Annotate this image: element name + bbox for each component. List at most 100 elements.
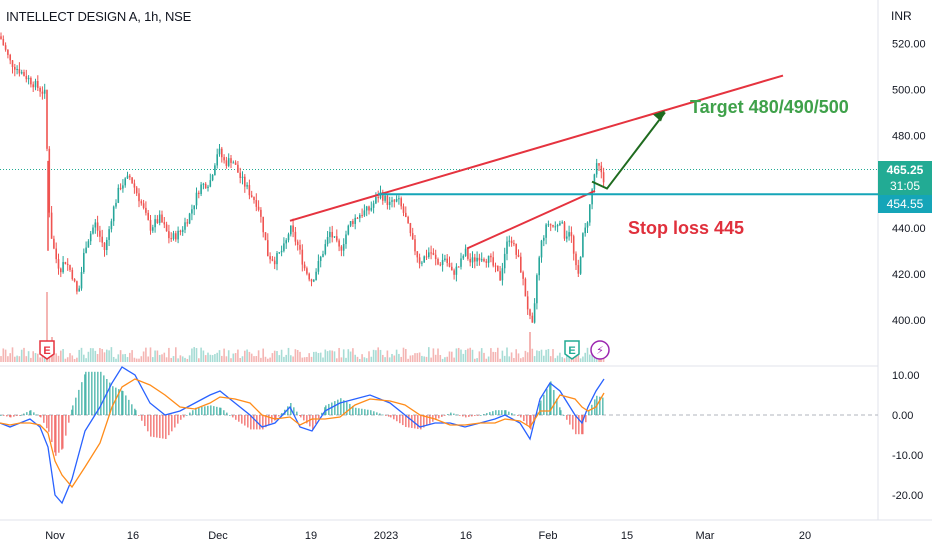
volume-bar	[9, 353, 11, 362]
macd-histogram-bar	[3, 415, 5, 416]
volume-bar	[497, 347, 499, 362]
volume-bar	[170, 357, 172, 362]
macd-histogram-bar	[393, 415, 395, 420]
volume-bar	[124, 353, 126, 362]
candle-body	[184, 222, 186, 230]
macd-histogram-bar	[508, 411, 510, 415]
macd-histogram-bar	[559, 407, 561, 415]
candle-body	[382, 192, 384, 201]
candle-body	[292, 225, 294, 232]
time-tick-label: Feb	[539, 530, 558, 542]
candle-body	[497, 265, 499, 272]
candle-body	[103, 242, 106, 250]
macd-histogram-bar	[51, 415, 53, 443]
macd-histogram-bar	[65, 415, 67, 436]
candle-body	[407, 216, 409, 224]
candle-body	[271, 259, 274, 261]
volume-bar	[140, 356, 143, 362]
candle-body	[87, 241, 90, 248]
candle-body	[469, 258, 471, 263]
macd-histogram-bar	[186, 415, 188, 416]
macd-histogram-bar	[414, 415, 416, 429]
candle-body	[138, 193, 140, 202]
macd-histogram-bar	[334, 401, 336, 415]
earnings-marker-shape	[39, 340, 55, 360]
macd-histogram-bar	[489, 412, 491, 415]
volume-bar	[89, 348, 92, 362]
volume-bar	[39, 357, 41, 362]
candle-body	[552, 224, 554, 227]
macd-histogram-bar	[533, 415, 535, 421]
candle-body	[566, 236, 568, 239]
volume-bar	[552, 349, 554, 362]
candle-body	[513, 243, 515, 245]
macd-histogram-bar	[106, 379, 108, 415]
volume-bar	[280, 349, 283, 362]
macd-histogram-bar	[581, 415, 583, 435]
volume-bar	[503, 355, 506, 362]
candle-body	[119, 187, 122, 189]
candle-body	[85, 247, 87, 253]
candle-body	[303, 264, 306, 269]
candle-body	[582, 233, 584, 257]
macd-histogram-bar	[244, 415, 246, 426]
macd-histogram-bar	[162, 415, 164, 439]
macd-histogram-bar	[109, 382, 111, 415]
candle-body	[510, 240, 513, 244]
volume-bar	[377, 347, 379, 362]
macd-histogram-bar	[241, 415, 243, 424]
macd-histogram-bar	[6, 415, 8, 417]
candle-body	[485, 261, 488, 263]
volume-bar	[225, 356, 228, 362]
candle-body	[483, 259, 485, 262]
macd-histogram-bar	[72, 405, 74, 415]
macd-histogram-bar	[19, 415, 21, 416]
volume-bar	[285, 354, 287, 362]
macd-histogram-bar	[281, 413, 283, 415]
candle-body	[370, 207, 373, 211]
candle-body	[14, 66, 16, 70]
candle-body	[115, 202, 117, 207]
candle-body	[368, 206, 370, 211]
volume-bar	[62, 349, 64, 362]
volume-bar	[317, 352, 320, 362]
volume-bar	[108, 350, 110, 362]
candle-body	[214, 165, 216, 175]
macd-histogram-bar	[274, 415, 276, 421]
candle-body	[326, 237, 329, 245]
volume-bar	[103, 352, 106, 362]
candle-body	[386, 195, 389, 206]
volume-bar	[460, 349, 462, 362]
candle-body	[177, 230, 179, 240]
volume-bar	[324, 349, 327, 362]
macd-histogram-bar	[219, 407, 221, 415]
candle-body	[43, 89, 46, 94]
macd-histogram-bar	[563, 415, 565, 416]
target-arrowhead	[653, 110, 665, 122]
volume-bar	[485, 358, 488, 362]
macd-histogram-bar	[530, 415, 532, 430]
candle-body	[439, 264, 442, 266]
candle-body	[280, 250, 283, 253]
volume-bar	[145, 347, 147, 362]
candle-body	[363, 210, 366, 216]
candle-body	[391, 200, 393, 202]
candle-body	[186, 222, 189, 224]
volume-bar	[425, 356, 428, 362]
candle-body	[464, 248, 467, 256]
volume-bar	[538, 351, 540, 362]
event-marker-label: E	[43, 345, 50, 357]
candle-body	[524, 278, 527, 297]
candle-body	[225, 160, 228, 166]
volume-bar	[18, 356, 21, 362]
macd-histogram-bar	[526, 415, 528, 425]
macd-histogram-bar	[134, 408, 136, 415]
candle-body	[455, 266, 458, 275]
volume-bar	[370, 356, 373, 362]
volume-bar	[172, 356, 175, 362]
candle-body	[211, 174, 214, 181]
candle-body	[522, 272, 524, 279]
volume-bar	[246, 349, 248, 362]
candle-body	[2, 38, 5, 46]
